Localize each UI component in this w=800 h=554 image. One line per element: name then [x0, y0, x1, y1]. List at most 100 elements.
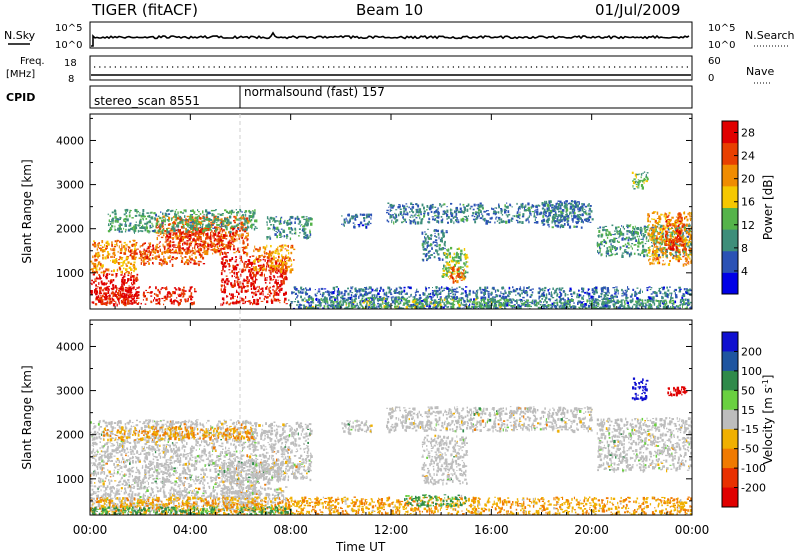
- power-cell: [252, 213, 254, 216]
- power-cell: [657, 253, 660, 257]
- power-cell: [450, 211, 452, 213]
- freq-label-2: [MHz]: [6, 69, 35, 80]
- power-cell: [131, 271, 132, 274]
- power-cell: [631, 171, 634, 174]
- power-cell: [662, 248, 664, 250]
- power-cell: [105, 292, 109, 294]
- power-cell: [245, 266, 247, 269]
- power-cell: [629, 295, 633, 298]
- power-cell: [434, 244, 436, 247]
- power-cell: [230, 240, 233, 242]
- power-cell: [588, 212, 591, 216]
- power-cell: [688, 230, 691, 232]
- power-cell: [186, 258, 189, 262]
- power-cell: [675, 243, 678, 246]
- power-cell: [221, 278, 225, 281]
- power-cell: [518, 220, 521, 224]
- power-cell: [233, 301, 235, 305]
- power-cell: [138, 221, 141, 225]
- power-cell: [634, 181, 636, 184]
- power-cell: [232, 240, 235, 243]
- power-cell: [216, 228, 218, 230]
- power-cell: [399, 208, 402, 211]
- power-cell: [241, 214, 245, 217]
- power-cell: [658, 220, 661, 223]
- power-cell: [204, 229, 206, 232]
- power-cell: [665, 254, 668, 258]
- power-cell: [294, 227, 297, 231]
- power-cell: [660, 228, 663, 230]
- power-cell: [431, 216, 435, 218]
- power-cell: [415, 208, 418, 211]
- power-cell: [126, 297, 128, 301]
- power-cell: [656, 225, 659, 228]
- power-cell: [454, 259, 456, 262]
- power-cell: [423, 210, 426, 213]
- power-cell: [646, 218, 649, 220]
- power-cell: [179, 293, 181, 295]
- power-cell: [231, 239, 233, 241]
- power-cell: [545, 212, 547, 215]
- power-cell: [578, 202, 580, 205]
- power-cell: [153, 212, 155, 214]
- power-cell: [288, 257, 291, 260]
- power-cell: [364, 223, 367, 225]
- power-cell: [557, 203, 559, 207]
- power-cell: [194, 210, 196, 214]
- power-cell: [559, 224, 561, 226]
- power-cell: [177, 293, 179, 296]
- power-cell: [252, 262, 254, 265]
- power-cell: [495, 216, 498, 218]
- power-cell: [91, 268, 94, 271]
- power-cell: [662, 260, 664, 262]
- power-cell: [96, 271, 99, 274]
- power-cell: [235, 291, 239, 293]
- power-cell: [194, 216, 196, 218]
- power-cell: [536, 212, 539, 216]
- power-cell: [318, 301, 321, 305]
- power-cell: [211, 220, 214, 222]
- power-cell: [253, 273, 256, 277]
- power-cell: [447, 263, 450, 266]
- power-cell: [287, 256, 290, 259]
- power-cell: [241, 270, 244, 273]
- power-cell: [195, 262, 198, 265]
- power-cell: [446, 253, 449, 256]
- power-cell: [275, 230, 277, 232]
- power-cell: [233, 271, 236, 275]
- power-cell: [155, 227, 159, 229]
- power-cell: [583, 211, 586, 213]
- power-cell: [531, 204, 534, 207]
- power-cell: [187, 225, 189, 228]
- power-cell: [221, 297, 225, 301]
- power-cell: [519, 207, 521, 210]
- power-cell: [289, 222, 292, 226]
- cpid-label: CPID: [6, 91, 35, 104]
- power-cell: [445, 231, 448, 234]
- power-cell: [670, 235, 674, 238]
- power-cell: [437, 207, 439, 210]
- power-cell: [124, 210, 127, 212]
- power-cell: [653, 242, 655, 245]
- power-cell: [427, 240, 429, 243]
- power-cell: [273, 285, 275, 287]
- power-cell: [403, 210, 406, 213]
- power-cell: [342, 223, 344, 226]
- power-cell: [104, 287, 106, 290]
- power-cell: [634, 173, 637, 177]
- power-cell: [303, 232, 305, 235]
- power-cell: [525, 219, 527, 221]
- power-cell: [652, 248, 654, 251]
- power-cell: [192, 229, 194, 231]
- power-cell: [500, 221, 503, 224]
- power-cell: [101, 249, 104, 253]
- power-cell: [440, 216, 443, 218]
- power-cell: [444, 240, 446, 244]
- power-cell: [261, 254, 263, 257]
- power-cell: [107, 298, 110, 300]
- power-cell: [110, 223, 112, 226]
- power-cell: [663, 239, 665, 242]
- power-cell: [548, 211, 550, 214]
- power-cell: [265, 269, 267, 272]
- power-cell: [274, 260, 278, 263]
